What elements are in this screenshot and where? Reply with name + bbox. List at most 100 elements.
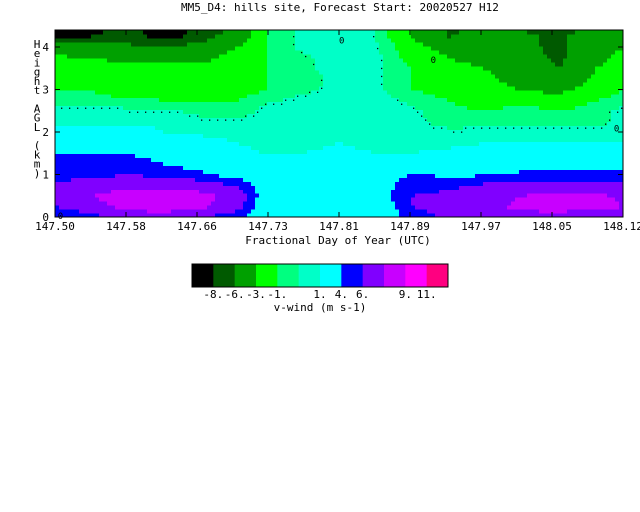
heatmap-cell xyxy=(483,129,488,135)
heatmap-cell xyxy=(343,121,348,127)
heatmap-cell xyxy=(67,129,72,135)
heatmap-cell xyxy=(299,97,304,103)
heatmap-cell xyxy=(431,121,436,127)
heatmap-cell xyxy=(111,149,116,154)
heatmap-cell xyxy=(555,81,560,87)
heatmap-cell xyxy=(479,177,484,182)
heatmap-cell xyxy=(443,105,448,111)
heatmap-cell xyxy=(587,177,592,182)
heatmap-cell xyxy=(467,117,472,123)
heatmap-cell xyxy=(251,197,256,202)
heatmap-cell xyxy=(319,133,324,139)
heatmap-cell xyxy=(535,77,540,83)
heatmap-cell xyxy=(127,157,132,162)
heatmap-cell xyxy=(63,189,68,194)
heatmap-cell xyxy=(491,165,496,170)
heatmap-cell xyxy=(307,145,312,150)
heatmap-cell xyxy=(171,181,176,186)
heatmap-cell xyxy=(127,141,132,146)
heatmap-cell xyxy=(471,161,476,166)
heatmap-cell xyxy=(135,105,140,111)
heatmap-cell xyxy=(479,77,484,83)
heatmap-cell xyxy=(415,97,420,103)
heatmap-cell xyxy=(399,113,404,119)
heatmap-cell xyxy=(75,133,80,139)
heatmap-cell xyxy=(555,165,560,170)
heatmap-cell xyxy=(203,201,208,206)
heatmap-cell xyxy=(295,77,300,83)
heatmap-cell xyxy=(191,173,196,178)
heatmap-cell xyxy=(307,117,312,123)
heatmap-cell xyxy=(79,73,84,79)
heatmap-cell xyxy=(387,125,392,131)
heatmap-cell xyxy=(611,181,616,186)
heatmap-cell xyxy=(239,181,244,186)
heatmap-cell xyxy=(287,129,292,135)
heatmap-cell xyxy=(371,153,376,158)
heatmap-cell xyxy=(175,149,180,154)
heatmap-cell xyxy=(303,109,308,115)
heatmap-cell xyxy=(323,141,328,146)
heatmap-cell xyxy=(287,121,292,127)
heatmap-cell xyxy=(491,117,496,123)
heatmap-cell xyxy=(159,205,164,210)
heatmap-cell xyxy=(555,129,560,135)
heatmap-cell xyxy=(455,197,460,202)
heatmap-cell xyxy=(131,189,136,194)
heatmap-cell xyxy=(63,197,68,202)
heatmap-cell xyxy=(563,113,568,119)
heatmap-cell xyxy=(259,161,264,166)
heatmap-cell xyxy=(539,165,544,170)
heatmap-cell xyxy=(395,93,400,99)
heatmap-cell xyxy=(459,125,464,131)
heatmap-cell xyxy=(63,89,68,95)
heatmap-cell xyxy=(71,105,76,111)
heatmap-cell xyxy=(547,197,552,202)
heatmap-cell xyxy=(371,125,376,131)
heatmap-cell xyxy=(371,169,376,174)
heatmap-cell xyxy=(55,205,60,210)
heatmap-cell xyxy=(379,201,384,206)
heatmap-cell xyxy=(535,137,540,143)
heatmap-cell xyxy=(355,177,360,182)
heatmap-cell xyxy=(567,201,572,206)
heatmap-cell xyxy=(535,145,540,150)
heatmap-cell xyxy=(67,177,72,182)
heatmap-cell xyxy=(299,197,304,202)
heatmap-cell xyxy=(335,209,340,214)
heatmap-cell xyxy=(563,101,568,107)
heatmap-cell xyxy=(555,133,560,139)
heatmap-cell xyxy=(151,169,156,174)
heatmap-cell xyxy=(343,205,348,210)
heatmap-cell xyxy=(351,161,356,166)
heatmap-cell xyxy=(95,141,100,146)
heatmap-cell xyxy=(147,109,152,115)
heatmap-cell xyxy=(243,77,248,83)
heatmap-cell xyxy=(507,133,512,139)
heatmap-cell xyxy=(331,81,336,87)
heatmap-cell xyxy=(287,105,292,111)
heatmap-cell xyxy=(451,177,456,182)
heatmap-cell xyxy=(555,121,560,127)
heatmap-cell xyxy=(231,209,236,214)
heatmap-cell xyxy=(59,181,64,186)
heatmap-cell xyxy=(339,193,344,198)
heatmap-cell xyxy=(343,77,348,83)
heatmap-cell xyxy=(599,161,604,166)
heatmap-cell xyxy=(231,141,236,146)
heatmap-cell xyxy=(111,141,116,146)
heatmap-cell xyxy=(547,205,552,210)
heatmap-cell xyxy=(507,189,512,194)
heatmap-cell xyxy=(475,101,480,107)
heatmap-cell xyxy=(187,77,192,83)
heatmap-cell xyxy=(67,209,72,214)
heatmap-cell xyxy=(263,145,268,150)
heatmap-cell xyxy=(199,197,204,202)
heatmap-cell xyxy=(207,181,212,186)
heatmap-cell xyxy=(507,161,512,166)
heatmap-cell xyxy=(111,165,116,170)
heatmap-cell xyxy=(487,169,492,174)
heatmap-cell xyxy=(539,181,544,186)
heatmap-cell xyxy=(283,85,288,91)
heatmap-cell xyxy=(467,189,472,194)
